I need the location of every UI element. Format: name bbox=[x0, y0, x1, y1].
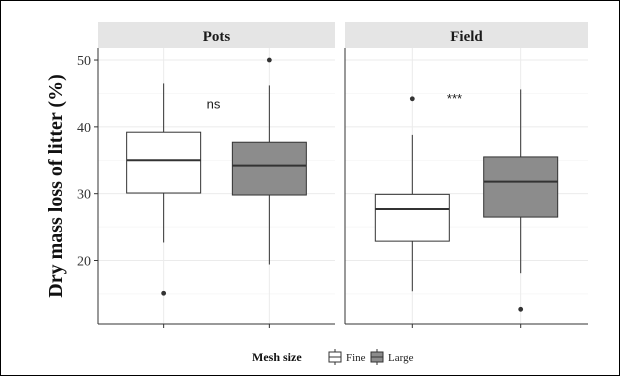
legend-title: Mesh size bbox=[252, 350, 302, 364]
outlier-point bbox=[518, 306, 524, 312]
panel-title: Field bbox=[450, 29, 483, 45]
y-tick-label: 40 bbox=[77, 121, 91, 136]
box-large bbox=[483, 156, 559, 218]
box-large bbox=[231, 141, 307, 196]
box-fine bbox=[374, 193, 450, 242]
legend-label: Fine bbox=[346, 352, 366, 364]
y-axis-title: Dry mass loss of litter (%) bbox=[45, 74, 67, 297]
significance-label: *** bbox=[447, 91, 462, 106]
panel-strip bbox=[345, 22, 588, 48]
legend-label: Large bbox=[388, 352, 414, 364]
significance-label: ns bbox=[207, 96, 221, 111]
panel-strip bbox=[98, 22, 335, 48]
y-tick-label: 30 bbox=[77, 188, 91, 203]
outlier-point bbox=[409, 96, 415, 102]
y-tick-label: 20 bbox=[77, 255, 91, 270]
panel-title: Pots bbox=[203, 29, 231, 45]
box-fine bbox=[126, 131, 202, 194]
outlier-point bbox=[161, 290, 167, 296]
outlier-point bbox=[266, 57, 272, 63]
y-tick-label: 50 bbox=[77, 54, 91, 69]
